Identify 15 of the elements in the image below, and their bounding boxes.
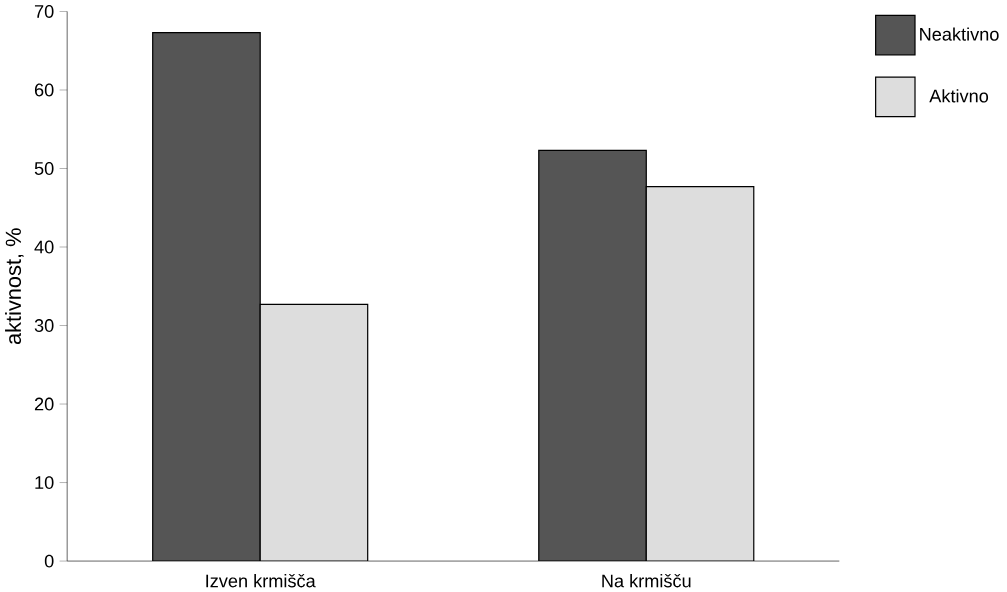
- y-tick-label: 60: [34, 83, 54, 97]
- bar: [645, 185, 755, 561]
- x-tick-label: Na krmišču: [602, 573, 691, 588]
- legend-label: Aktivno: [929, 88, 989, 103]
- y-tick-label: 10: [35, 475, 54, 489]
- y-tick-label: 40: [34, 240, 54, 254]
- y-tick-label: 50: [34, 161, 54, 175]
- y-tick-label: 30: [34, 318, 54, 332]
- x-tick-label: Izven krmišča: [206, 573, 316, 588]
- y-tick-label: 0: [44, 554, 54, 568]
- y-axis-title: aktivnost, %: [5, 228, 24, 344]
- legend-label: Neaktivno: [920, 27, 999, 41]
- y-tick-label: 70: [34, 4, 54, 18]
- bar: [259, 303, 369, 561]
- y-tick-label: 20: [34, 397, 54, 411]
